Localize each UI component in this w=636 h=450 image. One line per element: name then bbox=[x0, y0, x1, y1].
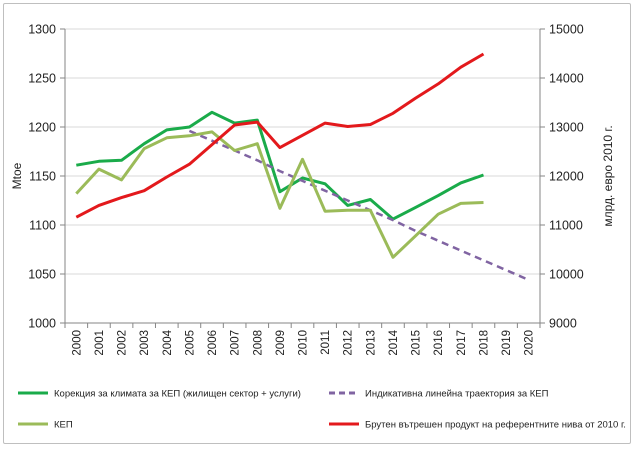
y-right-tick-label: 14000 bbox=[549, 72, 584, 86]
legend-item-1: Индикативна линейна траектория за КЕП bbox=[329, 389, 549, 400]
legend-item-3: Брутен вътрешен продукт на референтните … bbox=[329, 420, 626, 431]
y-left-tick-label: 1300 bbox=[28, 23, 56, 37]
legend-item-2: КЕП bbox=[18, 420, 73, 431]
x-tick-label: 2014 bbox=[388, 329, 400, 355]
y-left-tick-label: 1050 bbox=[28, 268, 56, 282]
x-tick-label: 2005 bbox=[184, 330, 196, 356]
x-tick-label: 2017 bbox=[456, 330, 468, 356]
x-tick-label: 2019 bbox=[501, 330, 513, 356]
x-tick-label: 2016 bbox=[433, 330, 445, 356]
chart: 1000 1050 1100 1150 1200 1250 1300 9000 10000 110… bbox=[10, 23, 626, 431]
y-left-tick-label: 1100 bbox=[29, 219, 56, 233]
x-tick-label: 2007 bbox=[230, 330, 242, 356]
x-tick-label: 2015 bbox=[411, 330, 423, 356]
axes bbox=[60, 28, 545, 328]
y-left-tick-label: 1250 bbox=[28, 72, 56, 86]
x-tick-label: 2008 bbox=[252, 330, 264, 356]
x-tick-label: 2020 bbox=[524, 330, 536, 356]
y-left-tick-label: 1150 bbox=[29, 170, 56, 184]
legend-label-1: Индикативна линейна траектория за КЕП bbox=[365, 389, 549, 400]
x-tick-label: 2001 bbox=[94, 330, 106, 356]
series bbox=[75, 52, 530, 282]
x-tick-label: 2002 bbox=[117, 330, 129, 356]
y-right-tick-label: 13000 bbox=[549, 121, 584, 135]
series-line-0 bbox=[76, 110, 484, 221]
legend-label-3: Брутен вътрешен продукт на референтните … bbox=[365, 420, 626, 431]
y-right-tick-label: 10000 bbox=[549, 268, 584, 282]
legend-item-0: Корекция за климата за КЕП (жилищен сект… bbox=[18, 389, 301, 400]
x-tick-label: 2010 bbox=[298, 330, 310, 356]
tick-labels: 1000 1050 1100 1150 1200 1250 1300 9000 10000 110… bbox=[28, 23, 584, 356]
gridlines bbox=[65, 28, 540, 275]
series-line-3 bbox=[75, 52, 485, 219]
x-tick-label: 2004 bbox=[162, 329, 174, 355]
x-tick-label: 2013 bbox=[365, 330, 377, 356]
x-tick-label: 2012 bbox=[343, 330, 355, 356]
x-tick-label: 2000 bbox=[71, 330, 83, 356]
x-tick-label: 2009 bbox=[275, 330, 287, 356]
y-right-tick-label: 15000 bbox=[549, 23, 584, 37]
y-axis-left-title: Mtoe bbox=[10, 162, 24, 189]
series-line-2 bbox=[75, 130, 484, 259]
legend-label-2: КЕП bbox=[54, 420, 73, 431]
series-line-1 bbox=[188, 129, 530, 282]
y-right-tick-label: 11000 bbox=[549, 219, 583, 233]
chart-frame: 1000 1050 1100 1150 1200 1250 1300 9000 10000 110… bbox=[3, 3, 631, 444]
x-tick-label: 2011 bbox=[320, 330, 332, 355]
y-left-tick-label: 1000 bbox=[28, 317, 56, 331]
y-right-tick-label: 12000 bbox=[549, 170, 584, 184]
y-axis-right-title: млрд. евро 2010 г. bbox=[601, 125, 615, 226]
legend-label-0: Корекция за климата за КЕП (жилищен сект… bbox=[54, 389, 301, 400]
x-tick-label: 2006 bbox=[207, 330, 219, 356]
y-left-tick-label: 1200 bbox=[28, 121, 56, 135]
x-tick-label: 2003 bbox=[139, 330, 151, 356]
y-right-tick-label: 9000 bbox=[549, 317, 577, 331]
x-tick-label: 2018 bbox=[478, 330, 490, 356]
legend: Корекция за климата за КЕП (жилищен сект… bbox=[18, 389, 626, 431]
